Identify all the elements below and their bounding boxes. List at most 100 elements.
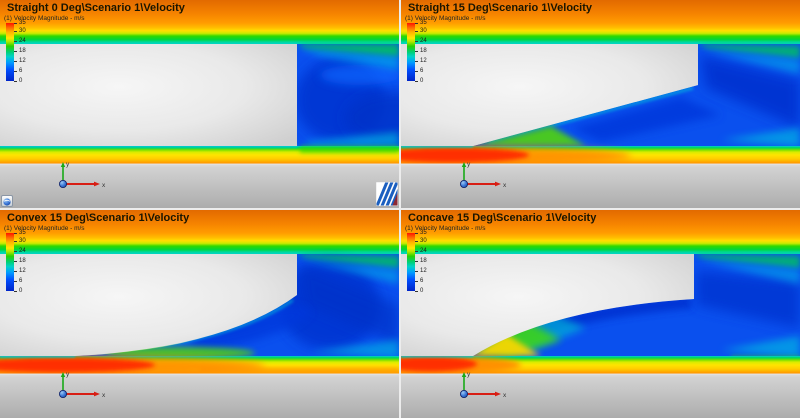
freestream-top-band (401, 0, 800, 44)
colorbar-tick-label: 0 (19, 287, 23, 294)
z-axis-origin-dot (459, 389, 468, 398)
colorbar-tick-label: 35 (19, 229, 26, 236)
colorbar-tick-mark (14, 40, 17, 42)
wall-highlight (401, 373, 800, 375)
colorbar-tick-mark (415, 22, 418, 24)
colorbar-tick-label: 6 (420, 277, 424, 284)
colorbar-tick-mark (415, 30, 418, 32)
colorbar-tick-label: 0 (19, 77, 23, 84)
colorbar-tick-label: 35 (19, 19, 26, 26)
viewport-convex-15deg[interactable]: Convex 15 Deg\Scenario 1\Velocity (1) Ve… (0, 210, 399, 418)
colorbar-tick-label: 18 (19, 257, 26, 264)
colorbar-ticks: 35 30 24 18 12 6 0 (415, 230, 441, 294)
colorbar-tick-label: 18 (420, 47, 427, 54)
y-axis-arrow (60, 162, 66, 167)
colorbar-tick-mark (14, 70, 17, 72)
axis-triad[interactable]: y x (50, 158, 114, 200)
viewport-title: Concave 15 Deg\Scenario 1\Velocity (408, 212, 597, 224)
colorbar-tick-label: 18 (19, 47, 26, 54)
colorbar-tick-mark (14, 280, 17, 282)
axis-triad[interactable]: y x (50, 368, 114, 410)
viewport-straight-0deg[interactable]: Straight 0 Deg\Scenario 1\Velocity (1) V… (0, 0, 399, 208)
colorbar-tick-mark (14, 50, 17, 52)
z-axis-origin-dot (459, 179, 468, 188)
colorbar-tick-label: 24 (420, 37, 427, 44)
colorbar-tick-label: 18 (420, 257, 427, 264)
bottom-wall (401, 374, 800, 418)
colorbar-tick-label: 6 (19, 277, 23, 284)
x-axis-label: x (503, 182, 507, 189)
colorbar-tick-label: 35 (420, 19, 427, 26)
bottom-jet (401, 355, 800, 374)
y-axis-label: y (66, 161, 70, 168)
wake-field (471, 254, 800, 362)
colorbar-tick-label: 24 (420, 247, 427, 254)
colorbar-tick-mark (14, 60, 17, 62)
globe-icon (3, 197, 11, 206)
y-axis-arrow (60, 372, 66, 377)
colorbar-tick-mark (14, 250, 17, 252)
wake-field (295, 44, 399, 146)
viewport-straight-15deg[interactable]: Straight 15 Deg\Scenario 1\Velocity (1) … (401, 0, 800, 208)
x-axis-label: x (102, 182, 106, 189)
colorbar-tick-mark (415, 40, 418, 42)
colorbar-tick-mark (415, 232, 418, 234)
bottom-jet (401, 145, 800, 165)
colorbar-tick-label: 12 (19, 57, 26, 64)
x-axis-label: x (102, 392, 106, 399)
x-axis-arrow (94, 181, 100, 187)
viewport-concave-15deg[interactable]: Concave 15 Deg\Scenario 1\Velocity (1) V… (401, 210, 800, 418)
view-orientation-button[interactable] (1, 195, 13, 207)
y-axis-label: y (467, 161, 471, 168)
flow-scene-concave-15deg (401, 210, 800, 418)
flow-scene-straight-0deg (0, 0, 399, 208)
colorbar-tick-mark (415, 260, 418, 262)
colorbar-tick-label: 30 (19, 237, 26, 244)
colorbar-tick-mark (415, 80, 418, 82)
axis-triad[interactable]: y x (451, 368, 515, 410)
viewport-title: Straight 0 Deg\Scenario 1\Velocity (7, 2, 185, 14)
legend-title: (1) Velocity Magnitude - m/s (4, 225, 85, 232)
colorbar (407, 23, 415, 81)
y-axis-label: y (66, 371, 70, 378)
bottom-wall (401, 164, 800, 208)
colorbar-tick-mark (415, 270, 418, 272)
colorbar-tick-label: 24 (19, 37, 26, 44)
bottom-jet (0, 355, 399, 375)
colorbar-tick-label: 12 (420, 57, 427, 64)
x-axis-arrow (495, 181, 501, 187)
colorbar-tick-mark (14, 290, 17, 292)
wake-field (473, 44, 800, 147)
y-axis-arrow (461, 162, 467, 167)
freestream-top-band (0, 210, 399, 254)
viewport-title: Convex 15 Deg\Scenario 1\Velocity (7, 212, 190, 224)
viewport-title: Straight 15 Deg\Scenario 1\Velocity (408, 2, 593, 14)
colorbar-tick-mark (14, 30, 17, 32)
wall-highlight (401, 163, 800, 165)
colorbar-ticks: 35 30 24 18 12 6 0 (14, 19, 40, 84)
colorbar-ticks: 35 30 24 18 12 6 0 (14, 229, 40, 294)
bottom-jet (0, 145, 399, 164)
colorbar-tick-mark (14, 270, 17, 272)
colorbar-tick-label: 30 (420, 237, 427, 244)
y-axis-arrow (461, 372, 467, 377)
colorbar-tick-mark (14, 232, 17, 234)
legend-title: (1) Velocity Magnitude - m/s (405, 225, 486, 232)
y-axis-label: y (467, 371, 471, 378)
flow-scene-straight-15deg (401, 0, 800, 208)
colorbar-tick-mark (415, 60, 418, 62)
colorbar (6, 233, 14, 291)
colorbar (6, 23, 14, 81)
colorbar-tick-mark (14, 240, 17, 242)
colorbar-tick-label: 30 (19, 27, 26, 34)
x-axis-arrow (495, 391, 501, 397)
body-geometry-concave-15deg (401, 254, 694, 356)
colorbar-tick-mark (415, 250, 418, 252)
brand-logo-icon (376, 182, 398, 206)
colorbar-tick-mark (14, 260, 17, 262)
axis-triad[interactable]: y x (451, 158, 515, 200)
colorbar-tick-label: 0 (420, 287, 424, 294)
colorbar-tick-label: 12 (19, 267, 26, 274)
z-axis-origin-dot (58, 389, 67, 398)
